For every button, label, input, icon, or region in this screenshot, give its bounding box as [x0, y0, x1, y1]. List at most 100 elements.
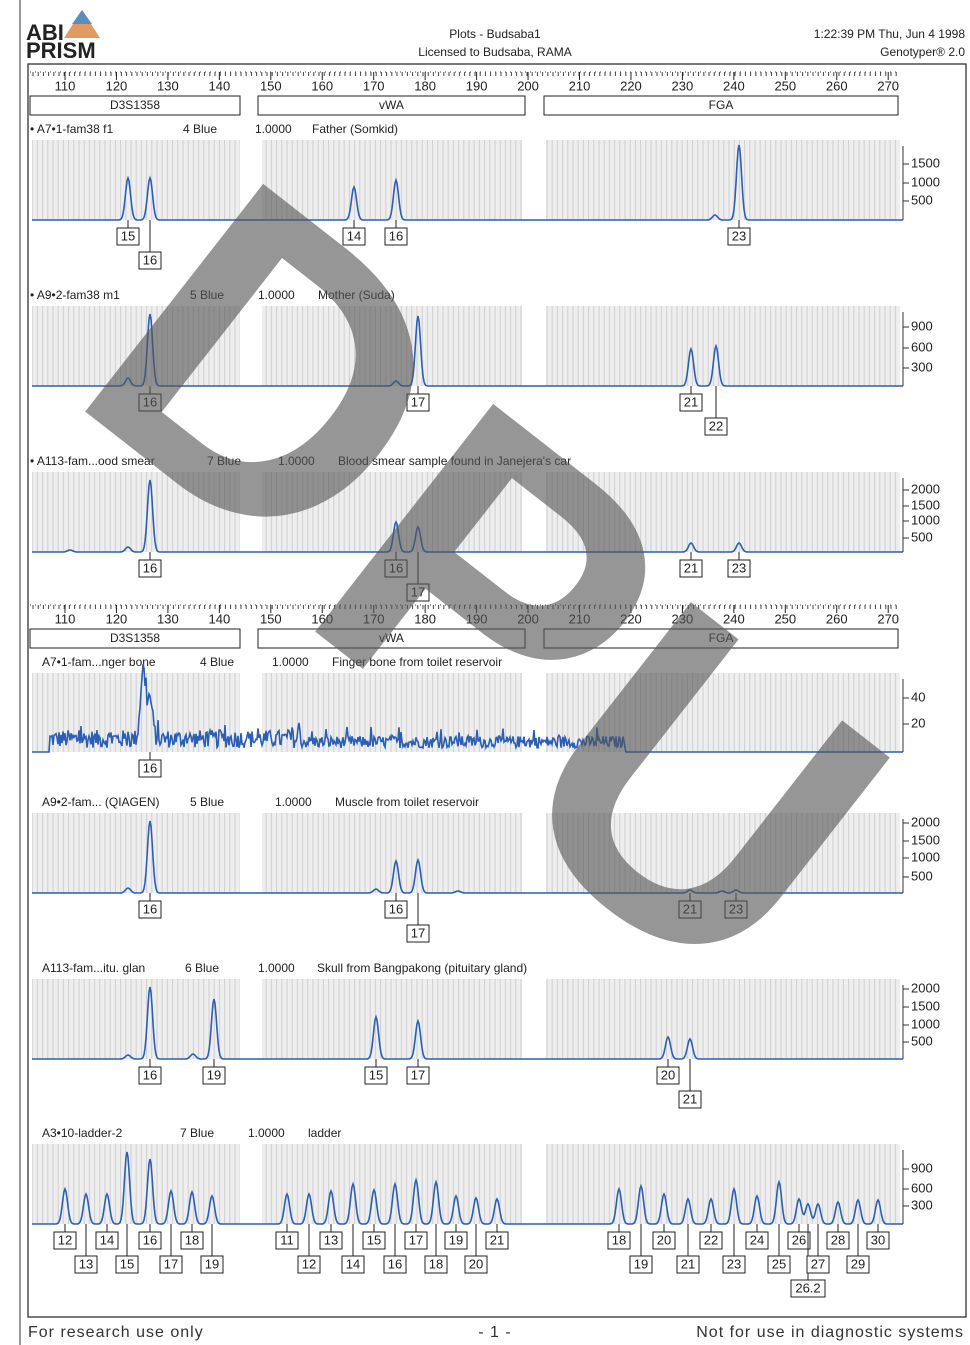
- allele-label: 16: [143, 901, 157, 916]
- scale-label: 150: [260, 78, 282, 93]
- sizing-region: [546, 979, 900, 1059]
- footer-left: For research use only: [28, 1324, 204, 1341]
- allele-box: [678, 1090, 702, 1109]
- allele-label: 12: [58, 1232, 72, 1247]
- allele-label: 17: [411, 584, 425, 599]
- sizing-region: [32, 472, 240, 552]
- y-tick-label: 900: [911, 318, 933, 333]
- scale-label: 260: [826, 78, 848, 93]
- sizing-region: [546, 140, 900, 220]
- timestamp: 1:22:39 PM Thu, Jun 4 1998: [814, 27, 966, 41]
- allele-box: [116, 227, 140, 246]
- trace: [32, 313, 903, 387]
- allele-label: 28: [831, 1232, 845, 1247]
- allele-box: [138, 1231, 162, 1250]
- allele-box: [275, 1231, 299, 1250]
- allele-box: [53, 1231, 77, 1250]
- scale-label: 200: [517, 78, 539, 93]
- allele-label: 29: [851, 1256, 865, 1271]
- scale-label: 110: [55, 611, 76, 626]
- locus-box: [29, 95, 241, 116]
- locus-label: vWA: [379, 631, 404, 645]
- panel-score: 1.0000: [258, 961, 295, 975]
- allele-label: 14: [346, 1256, 360, 1271]
- scale-label: 160: [311, 78, 333, 93]
- y-tick-label: 600: [911, 339, 933, 354]
- allele-box: [676, 1255, 700, 1274]
- scale-label: 140: [208, 611, 230, 626]
- panel-description: Muscle from toilet reservoir: [335, 795, 479, 809]
- allele-label: 22: [709, 418, 723, 433]
- panel-sample: A9•2-fam... (QIAGEN): [42, 795, 160, 809]
- y-tick-label: 1500: [911, 155, 940, 170]
- allele-label: 18: [185, 1232, 199, 1247]
- panel-score: 1.0000: [258, 288, 295, 302]
- y-tick-label: 300: [911, 1197, 933, 1212]
- allele-box: [384, 900, 408, 919]
- allele-box: [745, 1231, 769, 1250]
- allele-label: 20: [657, 1232, 671, 1247]
- allele-label: 17: [411, 925, 425, 940]
- y-tick-label: 1000: [911, 1016, 940, 1031]
- allele-box: [704, 417, 728, 436]
- allele-label: 11: [280, 1232, 294, 1247]
- allele-label: 12: [302, 1256, 316, 1271]
- y-tick-label: 1000: [911, 174, 940, 189]
- allele-box: [699, 1231, 723, 1250]
- allele-label: 17: [411, 394, 425, 409]
- allele-label: 16: [389, 901, 403, 916]
- allele-label: 16: [143, 560, 157, 575]
- scale-label: 250: [774, 611, 796, 626]
- footer-center: - 1 -: [478, 1324, 511, 1341]
- panel-sample: A113-fam...itu. glan: [42, 961, 145, 975]
- trace: [32, 479, 903, 553]
- scale-label: 120: [106, 78, 128, 93]
- sizing-region: [32, 306, 240, 386]
- y-tick-label: 1000: [911, 512, 940, 527]
- panel-score: 1.0000: [272, 655, 309, 669]
- allele-label: 17: [164, 1256, 178, 1271]
- allele-box: [464, 1255, 488, 1274]
- allele-box: [656, 1066, 680, 1085]
- trace: [32, 663, 903, 753]
- allele-label: 14: [347, 228, 361, 243]
- allele-box: [787, 1231, 811, 1250]
- allele-box: [200, 1255, 224, 1274]
- locus-label: D3S1358: [110, 98, 160, 112]
- allele-label: 26.2: [795, 1280, 820, 1295]
- panel-dye: 4 Blue: [200, 655, 234, 669]
- panel-description: ladder: [308, 1126, 341, 1140]
- allele-label: 14: [100, 1232, 114, 1247]
- sizing-region: [32, 979, 240, 1059]
- sizing-region: [262, 306, 522, 386]
- panel-description: Father (Somkid): [312, 122, 398, 136]
- allele-box: [138, 559, 162, 578]
- allele-box: [406, 924, 430, 943]
- allele-label: 16: [143, 252, 157, 267]
- logo-prism-top: [72, 10, 92, 24]
- y-tick-label: 1000: [911, 849, 940, 864]
- y-tick-label: 20: [911, 715, 925, 730]
- allele-box: [180, 1231, 204, 1250]
- sizing-region: [32, 1144, 240, 1224]
- allele-label: 27: [811, 1256, 825, 1271]
- locus-box: [257, 628, 526, 649]
- license: Licensed to Budsaba, RAMA: [418, 45, 571, 59]
- locus-box: [543, 95, 899, 116]
- allele-box: [404, 1231, 428, 1250]
- trace: [32, 820, 903, 894]
- allele-box: [297, 1255, 321, 1274]
- sizing-region: [546, 472, 900, 552]
- panel-sample: • A7•1-fam38 f1: [30, 122, 113, 136]
- allele-label: 21: [490, 1232, 504, 1247]
- allele-label: 18: [429, 1256, 443, 1271]
- allele-box: [444, 1231, 468, 1250]
- allele-box: [727, 559, 751, 578]
- y-tick-label: 2000: [911, 814, 940, 829]
- y-tick-label: 1500: [911, 832, 940, 847]
- locus-box: [29, 628, 241, 649]
- panel-description: Finger bone from toilet reservoir: [332, 655, 502, 669]
- allele-box: [384, 227, 408, 246]
- allele-box: [607, 1231, 631, 1250]
- allele-label: 15: [121, 228, 135, 243]
